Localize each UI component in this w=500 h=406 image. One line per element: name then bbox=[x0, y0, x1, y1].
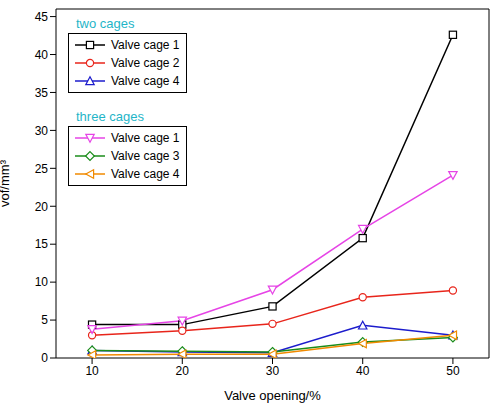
svg-text:vof/mm³: vof/mm³ bbox=[8, 159, 12, 207]
svg-text:20: 20 bbox=[35, 200, 49, 214]
svg-text:35: 35 bbox=[35, 86, 49, 100]
svg-text:25: 25 bbox=[35, 162, 49, 176]
svg-text:10: 10 bbox=[85, 364, 99, 378]
html-text:Valve cage 1: Valve cage 1 bbox=[111, 38, 180, 52]
html-text:Valve cage 2: Valve cage 2 bbox=[111, 56, 180, 70]
svg-text:20: 20 bbox=[176, 364, 190, 378]
html-text:Valve cage 4: Valve cage 4 bbox=[111, 74, 180, 88]
svg-text:5: 5 bbox=[41, 313, 48, 327]
html-text:three cages: three cages bbox=[76, 109, 144, 124]
svg-text:0: 0 bbox=[41, 351, 48, 365]
svg-text:45: 45 bbox=[35, 10, 49, 24]
svg-text:40: 40 bbox=[356, 364, 370, 378]
svg-text:50: 50 bbox=[446, 364, 460, 378]
html-text:Valve cage 1: Valve cage 1 bbox=[111, 131, 180, 145]
svg-text:15: 15 bbox=[35, 237, 49, 251]
html-text:Valve cage 3: Valve cage 3 bbox=[111, 149, 180, 163]
svg-text:40: 40 bbox=[35, 48, 49, 62]
html-text:Valve cage 4: Valve cage 4 bbox=[111, 167, 180, 181]
svg-text:30: 30 bbox=[35, 124, 49, 138]
svg-text:10: 10 bbox=[35, 275, 49, 289]
svg-text:Valve opening/%: Valve opening/% bbox=[224, 388, 321, 403]
svg-text:30: 30 bbox=[266, 364, 280, 378]
html-text:two cages: two cages bbox=[76, 16, 135, 31]
